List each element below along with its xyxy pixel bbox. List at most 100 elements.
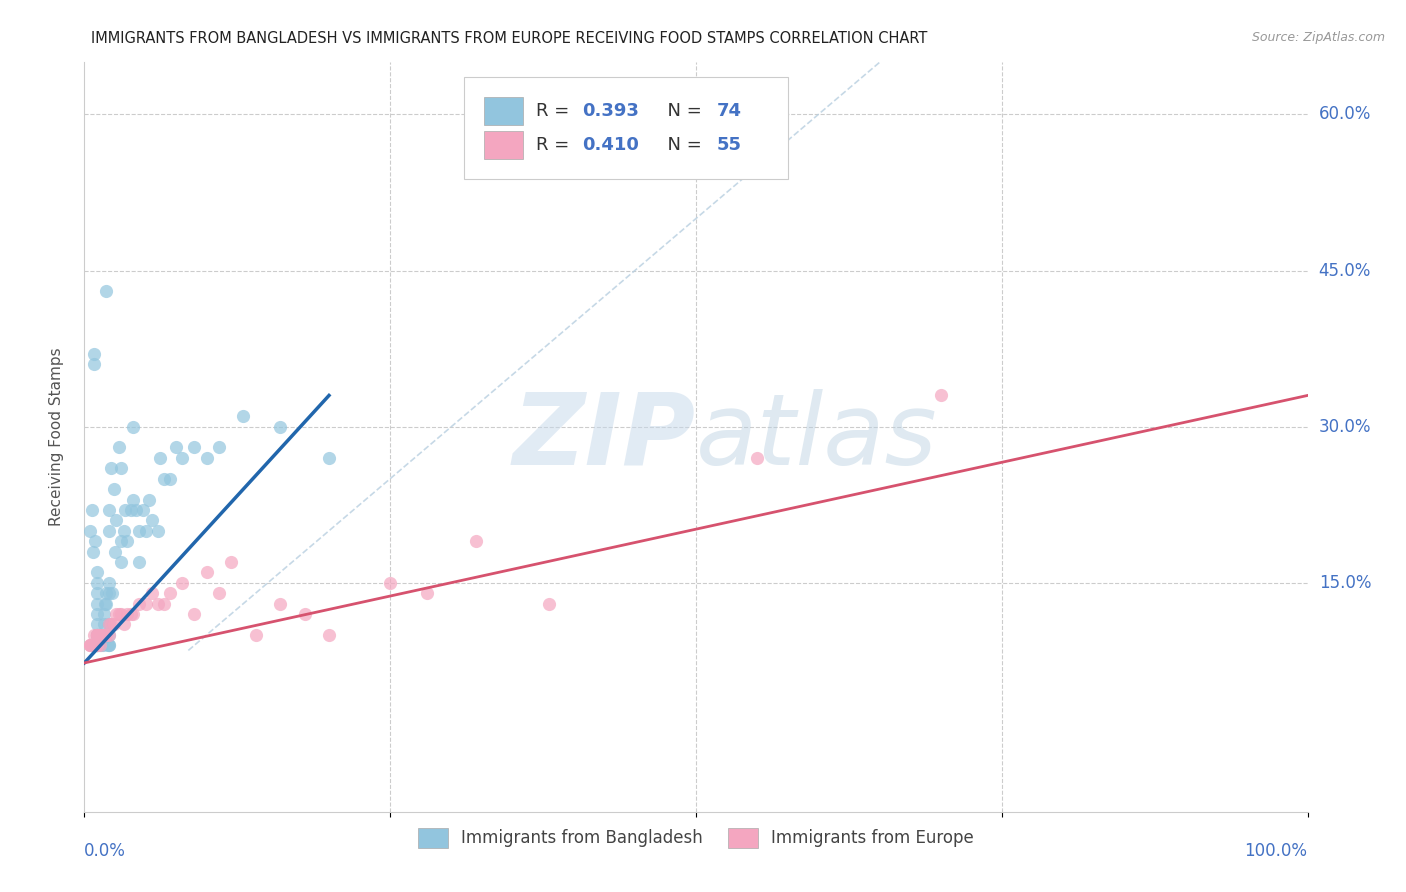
Point (83, 638, 105, 652)
Point (269, 597, 291, 611)
Point (97, 638, 120, 652)
Point (86, 628, 108, 642)
Point (86, 607, 108, 621)
Point (80, 638, 103, 652)
Point (318, 628, 340, 642)
Point (96, 285, 118, 299)
Point (94, 628, 117, 642)
FancyBboxPatch shape (464, 78, 787, 178)
Point (80, 638, 103, 652)
Point (84, 638, 107, 652)
Point (89, 638, 111, 652)
Text: 100.0%: 100.0% (1244, 842, 1308, 860)
Point (146, 597, 169, 611)
Legend: Immigrants from Bangladesh, Immigrants from Europe: Immigrants from Bangladesh, Immigrants f… (409, 820, 983, 855)
Bar (484, 97, 523, 126)
Point (149, 450, 172, 465)
Text: 74: 74 (717, 103, 742, 120)
Point (86, 638, 108, 652)
Text: 0.0%: 0.0% (84, 842, 127, 860)
Point (125, 503, 148, 517)
Point (294, 607, 316, 621)
Point (100, 617, 122, 632)
Point (153, 597, 176, 611)
Point (232, 409, 254, 424)
Point (105, 607, 128, 621)
Point (97, 617, 120, 632)
Point (100, 461, 122, 475)
Point (86, 638, 108, 652)
Point (380, 575, 402, 590)
Point (183, 441, 205, 455)
Point (269, 419, 291, 434)
Point (195, 566, 218, 580)
Point (208, 586, 231, 600)
Point (101, 586, 124, 600)
Point (318, 450, 340, 465)
Point (245, 628, 267, 642)
Point (107, 607, 129, 621)
Text: 60.0%: 60.0% (1319, 105, 1371, 123)
Point (93, 607, 115, 621)
Point (153, 472, 176, 486)
Point (90, 638, 112, 652)
Text: 55: 55 (717, 136, 742, 153)
Point (86, 617, 108, 632)
Point (96, 597, 118, 611)
Point (79, 524, 101, 538)
Point (114, 503, 136, 517)
Point (159, 586, 181, 600)
Point (79, 638, 101, 652)
Point (87, 638, 110, 652)
Point (146, 524, 169, 538)
Point (132, 503, 155, 517)
Point (97, 617, 120, 632)
Point (128, 524, 150, 538)
Point (86, 586, 108, 600)
Point (103, 482, 125, 496)
Point (183, 607, 205, 621)
Point (929, 388, 952, 402)
Point (86, 628, 108, 642)
Point (83, 628, 105, 642)
Point (86, 628, 108, 642)
Point (172, 450, 194, 465)
Point (82, 638, 104, 652)
Point (172, 575, 194, 590)
Text: IMMIGRANTS FROM BANGLADESH VS IMMIGRANTS FROM EUROPE RECEIVING FOOD STAMPS CORRE: IMMIGRANTS FROM BANGLADESH VS IMMIGRANTS… (91, 31, 928, 46)
Point (84, 638, 107, 652)
Point (86, 628, 108, 642)
Text: 0.410: 0.410 (582, 136, 640, 153)
Point (86, 638, 108, 652)
Point (110, 534, 132, 549)
Point (122, 607, 145, 621)
Text: R =: R = (536, 103, 575, 120)
Point (82, 544, 104, 558)
Point (79, 638, 101, 652)
Point (86, 628, 108, 642)
Point (115, 607, 138, 621)
Point (97, 524, 120, 538)
Point (115, 534, 138, 549)
Point (86, 638, 108, 652)
Text: atlas: atlas (696, 389, 938, 485)
Point (120, 503, 142, 517)
Point (93, 628, 115, 642)
Text: 30.0%: 30.0% (1319, 417, 1371, 435)
Point (86, 575, 108, 590)
Bar (484, 130, 523, 159)
Point (122, 419, 145, 434)
Point (97, 628, 120, 642)
Point (89, 628, 111, 642)
Point (86, 638, 108, 652)
Point (110, 607, 132, 621)
Point (138, 492, 160, 507)
Point (87, 628, 110, 642)
Point (208, 441, 231, 455)
Point (82, 638, 104, 652)
Point (97, 638, 120, 652)
Point (97, 503, 120, 517)
Point (159, 472, 181, 486)
Point (128, 597, 150, 611)
Point (104, 544, 127, 558)
